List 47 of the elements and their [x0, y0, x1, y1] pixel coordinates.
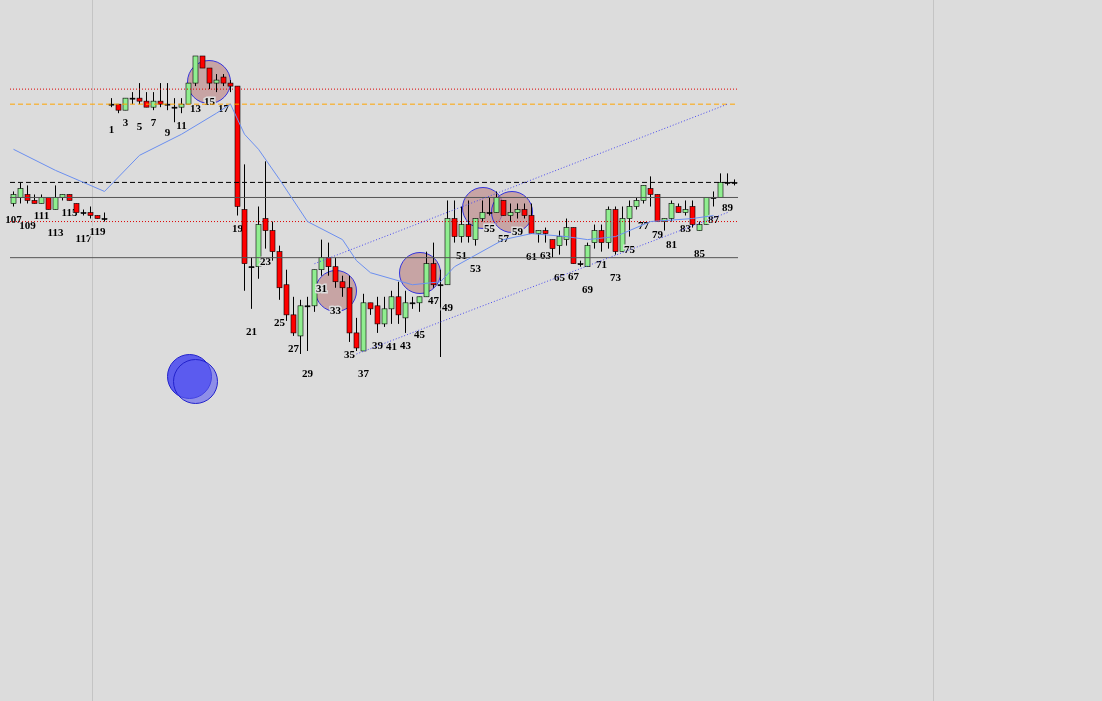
text: 29 [302, 366, 313, 379]
text: 11 [176, 119, 187, 132]
text: 5 [136, 120, 143, 133]
text: 41 [386, 339, 397, 352]
text: 65 [554, 270, 565, 283]
text: 39 [372, 338, 383, 351]
text: 81 [666, 237, 677, 250]
text: 17 [218, 102, 229, 115]
text: 71 [596, 257, 607, 270]
text: 63 [540, 248, 551, 261]
text: 109 [19, 219, 36, 232]
text: 21 [246, 324, 257, 337]
candlestick [164, 82, 171, 111]
text: 13 [190, 102, 201, 115]
text: 67 [568, 269, 579, 282]
text: 57 [498, 231, 509, 244]
text: 75 [624, 242, 635, 255]
text: 111 [33, 209, 50, 222]
text: 79 [652, 227, 663, 240]
text: 25 [274, 315, 285, 328]
text: 27 [288, 341, 299, 354]
text: 69 [582, 282, 593, 295]
text: 87 [708, 212, 719, 225]
text: 51 [456, 248, 467, 261]
text: 31 [316, 281, 327, 294]
text: 3 [122, 116, 129, 129]
text: 85 [694, 246, 705, 259]
text: 61 [526, 249, 537, 262]
text: 49 [442, 300, 453, 313]
text: 35 [344, 347, 355, 360]
text: 37 [358, 366, 369, 379]
text: 23 [260, 254, 271, 267]
text: 1 [108, 123, 115, 136]
text: 83 [680, 221, 691, 234]
text: 89 [722, 201, 733, 214]
text: 73 [610, 270, 621, 283]
text: 55 [484, 221, 495, 234]
text: 113 [47, 225, 64, 238]
text: 9 [164, 126, 171, 139]
text: 77 [638, 219, 649, 232]
text: 43 [400, 338, 411, 351]
text: 15 [204, 95, 215, 108]
text: 119 [89, 224, 106, 237]
text: 53 [470, 261, 481, 274]
text: 47 [428, 293, 439, 306]
text: 7 [150, 116, 157, 129]
text: 45 [414, 327, 425, 340]
